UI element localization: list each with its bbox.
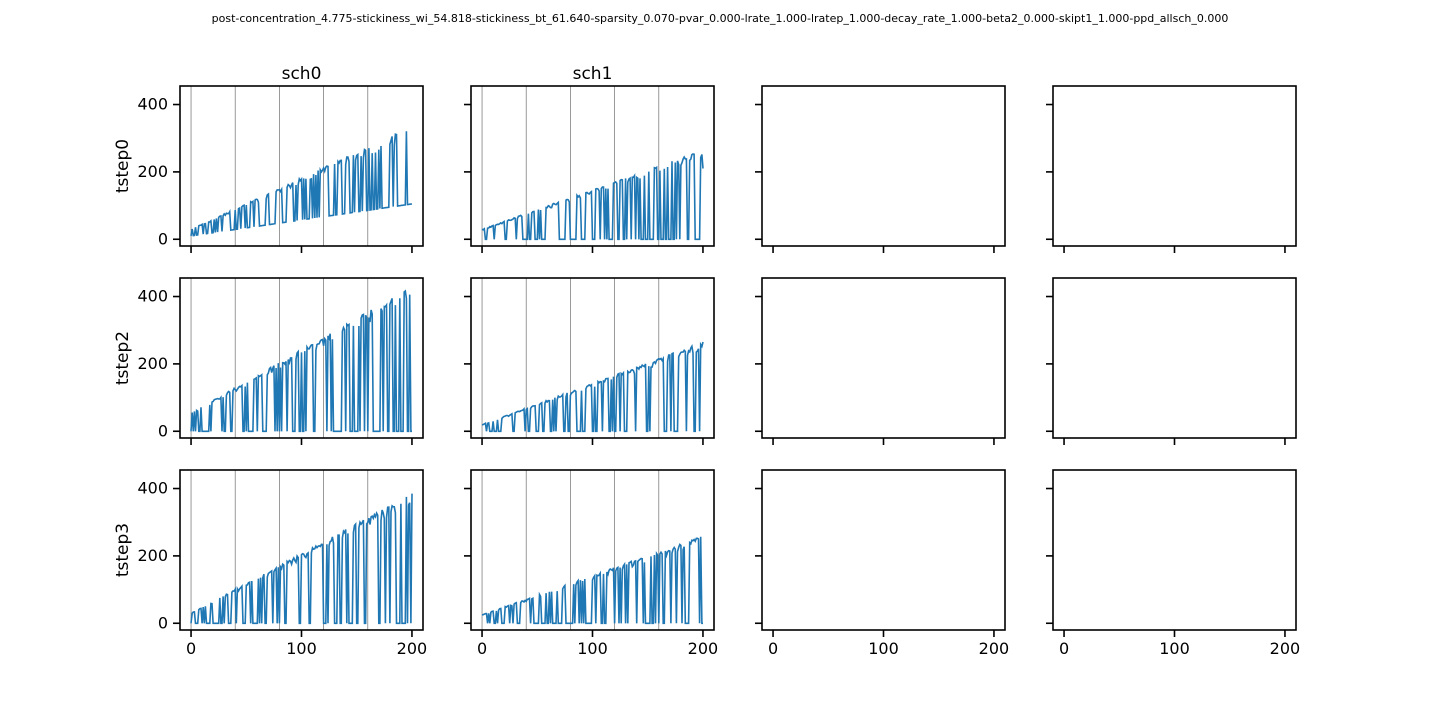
figure-title: post-concentration_4.775-stickiness_wi_5… (211, 12, 1229, 25)
x-tick-label: 100 (1159, 639, 1190, 658)
axes-frame (761, 277, 1006, 439)
row-label: tstep2 (113, 331, 133, 385)
x-tick-label: 100 (286, 639, 317, 658)
axes-frame (761, 469, 1006, 631)
y-tick-label: 400 (137, 287, 168, 306)
subplot-r2-c0: 0 200 400 0 100 200 (137, 469, 428, 658)
axes-frame (1052, 469, 1297, 631)
subplot-r2-c1: 0 100 200 (464, 469, 719, 658)
subplot-r2-c3: 0 100 200 (1046, 469, 1301, 658)
series-line (481, 536, 703, 625)
axes-frame (1052, 277, 1297, 439)
series-line (481, 153, 704, 241)
x-tick-label: 200 (397, 639, 428, 658)
row-label: tstep0 (113, 139, 133, 193)
y-tick-label: 200 (137, 546, 168, 565)
x-tick-label: 200 (979, 639, 1010, 658)
y-tick-label: 400 (137, 479, 168, 498)
y-tick-label: 0 (158, 613, 168, 632)
series-line (190, 131, 413, 237)
subplot-r0-c0: 0 200 400 (137, 85, 424, 253)
axes-frame (761, 85, 1006, 247)
column-title: sch1 (573, 64, 613, 84)
y-tick-label: 200 (137, 162, 168, 181)
subplot-r2-c2: 0 100 200 (755, 469, 1010, 658)
x-tick-label: 200 (1270, 639, 1301, 658)
column-title: sch0 (282, 64, 322, 84)
y-tick-label: 400 (137, 95, 168, 114)
y-tick-label: 0 (158, 229, 168, 248)
subplot-r1-c0: 0 200 400 (137, 277, 424, 445)
series-line (190, 289, 412, 433)
x-tick-label: 0 (186, 639, 196, 658)
x-tick-label: 100 (577, 639, 608, 658)
y-tick-label: 0 (158, 421, 168, 440)
subplot-r1-c3 (1046, 277, 1297, 445)
subplot-r0-c3 (1046, 85, 1297, 253)
row-label: tstep3 (113, 523, 133, 577)
series-line (481, 341, 704, 433)
axes-frame (1052, 85, 1297, 247)
subplot-r1-c2 (755, 277, 1006, 445)
subplot-r0-c1 (464, 85, 715, 253)
x-tick-label: 0 (477, 639, 487, 658)
x-tick-label: 100 (868, 639, 899, 658)
series-line (190, 493, 413, 625)
x-tick-label: 0 (1059, 639, 1069, 658)
subplot-r1-c1 (464, 277, 715, 445)
y-tick-label: 200 (137, 354, 168, 373)
subplot-r0-c2 (755, 85, 1006, 253)
x-tick-label: 200 (688, 639, 719, 658)
x-tick-label: 0 (768, 639, 778, 658)
